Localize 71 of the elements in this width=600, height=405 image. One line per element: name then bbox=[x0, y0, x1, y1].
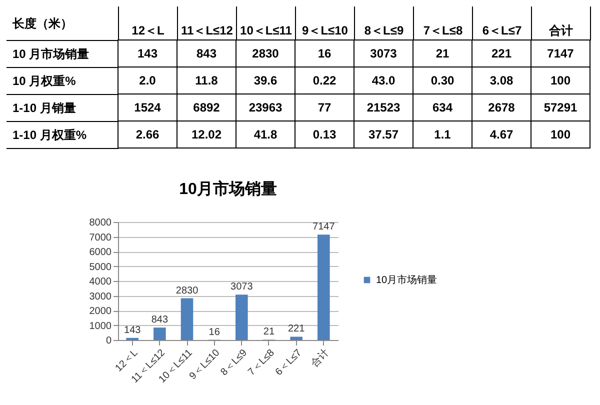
data-label: 4.67 bbox=[490, 128, 514, 142]
data-label: 2830 bbox=[176, 285, 199, 296]
y-tick-label: 0 bbox=[106, 336, 112, 346]
bar bbox=[154, 328, 166, 340]
y-tick-label: 8000 bbox=[89, 218, 112, 228]
y-tick-label: 7000 bbox=[89, 232, 112, 244]
data-label: 3073 bbox=[370, 46, 398, 60]
x-tick-label: 12＜L bbox=[132, 24, 164, 38]
x-tick-label: 10＜L≤11 bbox=[240, 24, 292, 38]
data-label: 2.0 bbox=[139, 74, 156, 88]
x-tick-label: 11＜L≤12 bbox=[181, 24, 234, 38]
data-label: 2678 bbox=[488, 100, 516, 114]
y-tick-label: 1000 bbox=[89, 320, 112, 332]
data-label: 2.66 bbox=[136, 128, 160, 142]
data-label: 843 bbox=[151, 314, 168, 326]
y-tick-label: 1-10 月销量 bbox=[12, 101, 76, 115]
y-tick-label: 4000 bbox=[89, 276, 112, 288]
x-tick-label: 6＜L≤7 bbox=[482, 24, 522, 38]
data-label: 0.22 bbox=[312, 74, 336, 88]
data-label: 100 bbox=[550, 128, 571, 142]
x-tick-label: 合计 bbox=[548, 24, 573, 38]
data-label: 21 bbox=[263, 326, 275, 338]
data-label: 634 bbox=[432, 100, 453, 114]
data-label: 23963 bbox=[248, 100, 283, 114]
data-label: 3073 bbox=[230, 282, 254, 293]
data-label: 21523 bbox=[366, 100, 401, 114]
data-label: 143 bbox=[137, 46, 158, 60]
data-label: 16 bbox=[208, 326, 220, 338]
y-tick-label: 10 月市场销量 bbox=[12, 47, 90, 61]
x-tick-label: 合计 bbox=[308, 346, 332, 370]
data-label: 0.30 bbox=[430, 74, 454, 88]
x-tick-label: 7＜L≤8 bbox=[423, 24, 463, 38]
y-tick-label: 3000 bbox=[89, 291, 112, 302]
data-label: 7147 bbox=[312, 222, 336, 233]
y-tick-label: 2000 bbox=[89, 306, 112, 317]
data-label: 12.02 bbox=[191, 128, 222, 142]
x-tick-label: 8＜L≤9 bbox=[364, 24, 404, 38]
data-label: 221 bbox=[491, 46, 512, 60]
data-label: 37.57 bbox=[368, 128, 399, 142]
data-label: 221 bbox=[288, 324, 306, 335]
data-label: 0.13 bbox=[312, 128, 336, 142]
y-tick-label: 1-10 月权重% bbox=[12, 128, 87, 142]
data-label: 43.0 bbox=[372, 74, 396, 88]
chart-title: 10月市场销量 bbox=[179, 180, 277, 198]
y-tick-label: 6000 bbox=[89, 247, 112, 258]
legend-label: 10月市场销量 bbox=[376, 274, 438, 286]
data-label: 1.1 bbox=[434, 128, 452, 142]
data-label: 21 bbox=[436, 46, 450, 60]
bar bbox=[180, 298, 194, 340]
y-tick-label: 5000 bbox=[89, 262, 112, 273]
data-label: 77 bbox=[318, 100, 332, 114]
data-label: 39.6 bbox=[254, 74, 278, 88]
data-label: 7147 bbox=[547, 46, 574, 60]
bar bbox=[236, 294, 248, 340]
data-label: 2830 bbox=[252, 46, 280, 60]
x-tick-label: 9＜L≤10 bbox=[302, 24, 348, 38]
data-label: 3.08 bbox=[490, 74, 514, 88]
bar bbox=[318, 234, 330, 340]
data-label: 57291 bbox=[544, 100, 578, 114]
data-label: 11.8 bbox=[195, 74, 218, 88]
data-label: 41.8 bbox=[254, 128, 278, 142]
x-tick-label: 6＜L≤7 bbox=[274, 347, 304, 378]
bar bbox=[290, 336, 302, 340]
data-label: 16 bbox=[318, 46, 332, 60]
data-label: 100 bbox=[550, 74, 571, 88]
data-label: 143 bbox=[124, 324, 142, 336]
data-label: 1524 bbox=[134, 100, 162, 114]
data-label: 6892 bbox=[193, 100, 220, 114]
x-axis-title: 长度（米） bbox=[12, 16, 72, 30]
data-label: 843 bbox=[196, 46, 217, 60]
y-tick-label: 10 月权重% bbox=[12, 74, 76, 88]
